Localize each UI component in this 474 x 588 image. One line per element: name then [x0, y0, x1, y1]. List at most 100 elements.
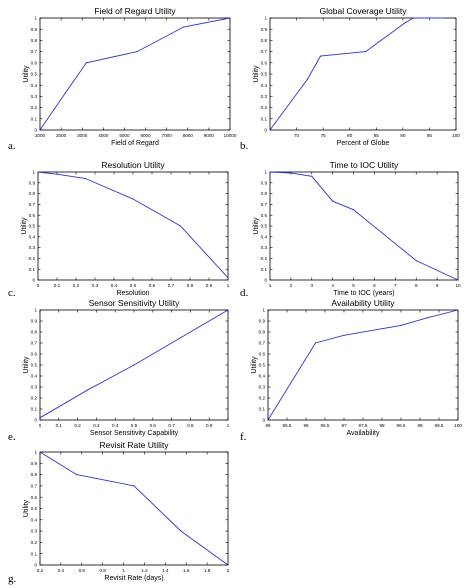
x-tick-label: 0.2	[73, 283, 80, 288]
y-tick-label: 0.7	[31, 49, 38, 54]
data-point	[86, 389, 88, 391]
x-tick-label: 0.2	[74, 423, 81, 428]
x-tick-label: 0.8	[187, 423, 194, 428]
data-point	[365, 51, 367, 53]
y-tick-label: 0.5	[31, 506, 38, 511]
x-tick-label: 5000	[119, 133, 130, 138]
x-tick-label: 10	[455, 283, 461, 288]
y-tick-label: 1	[264, 16, 267, 21]
x-tick-label: 99.5	[435, 423, 444, 428]
y-axis-label: Utility	[253, 65, 260, 83]
x-tick-label: 9000	[204, 133, 215, 138]
y-tick-label: 1	[34, 308, 37, 313]
y-tick-label: 0.3	[31, 529, 38, 534]
x-tick-label: 0.2	[37, 568, 44, 573]
x-tick-label: 97	[341, 423, 347, 428]
y-tick-label: 0.8	[259, 330, 266, 335]
x-tick-label: 100	[452, 133, 460, 138]
data-point	[269, 171, 271, 173]
x-axis-label: Time to IOC (years)	[333, 290, 394, 297]
data-point	[404, 21, 407, 24]
x-axis-label: Percent of Globe	[337, 140, 390, 147]
x-tick-label: 0.6	[149, 283, 156, 288]
x-tick-label: 80	[347, 133, 353, 138]
x-tick-label: 5	[352, 283, 355, 288]
x-tick-label: 99	[417, 423, 423, 428]
y-tick-label: 0.9	[31, 27, 38, 32]
data-point	[314, 342, 317, 344]
x-tick-label: 75	[321, 133, 327, 138]
y-axis-label: Utility	[23, 356, 30, 374]
y-axis-label: Utility	[251, 356, 258, 374]
y-tick-label: 0.1	[259, 407, 266, 412]
x-tick-label: 95	[427, 133, 433, 138]
y-tick-label: 0.6	[261, 60, 268, 65]
x-tick-label: 3	[310, 283, 313, 288]
y-tick-label: 0.2	[259, 396, 266, 401]
y-tick-label: 0.5	[259, 363, 266, 368]
x-tick-label: 95.5	[283, 423, 292, 428]
y-tick-label: 0.6	[31, 352, 38, 357]
y-tick-label: 0.9	[259, 319, 266, 324]
x-tick-label: 0.8	[99, 568, 106, 573]
y-tick-label: 0.7	[261, 49, 268, 54]
x-axis-label: Resolution	[116, 290, 149, 297]
y-tick-label: 0.1	[31, 551, 38, 556]
x-axis-label: Field of Regard	[111, 140, 159, 147]
x-tick-label: 8000	[183, 133, 194, 138]
x-tick-label: 70	[294, 133, 300, 138]
y-tick-label: 0	[34, 128, 37, 133]
data-point	[290, 172, 292, 174]
x-tick-label: 3000	[77, 133, 88, 138]
y-tick-label: 0	[264, 128, 267, 133]
y-axis-label: Utility	[253, 217, 260, 235]
y-tick-label: 0	[264, 278, 267, 283]
data-point	[227, 277, 229, 279]
data-point	[352, 209, 355, 211]
panel-label-b: b.	[240, 140, 249, 152]
x-tick-label: 96	[303, 423, 309, 428]
y-tick-label: 0.8	[31, 330, 38, 335]
data-point	[229, 17, 231, 19]
x-tick-label: 4000	[98, 133, 109, 138]
y-tick-label: 0.6	[31, 60, 38, 65]
data-point	[182, 26, 185, 28]
y-tick-label: 0.1	[31, 407, 38, 412]
y-tick-label: 0.8	[261, 191, 268, 196]
x-tick-label: 1	[269, 283, 272, 288]
y-tick-label: 1	[264, 170, 267, 175]
y-tick-label: 0.6	[31, 495, 38, 500]
y-tick-label: 0.6	[29, 213, 36, 218]
y-tick-label: 0	[262, 418, 265, 423]
y-tick-label: 0.3	[259, 385, 266, 390]
y-tick-label: 0	[34, 418, 37, 423]
y-axis-label: Utility	[23, 499, 30, 517]
y-axis-label: Utility	[21, 217, 28, 235]
data-point	[136, 51, 138, 53]
x-tick-label: 96.5	[321, 423, 330, 428]
panel-label-c: c.	[8, 287, 16, 299]
data-point	[319, 55, 322, 57]
y-tick-label: 0.4	[261, 83, 268, 88]
x-tick-label: 1.2	[141, 568, 148, 573]
x-tick-label: 0	[37, 283, 40, 288]
x-axis-label: Sensor Sensitivity Capability	[90, 430, 179, 437]
y-tick-label: 0.9	[31, 461, 38, 466]
y-tick-label: 0.7	[31, 341, 38, 346]
series-line	[37, 171, 229, 279]
x-tick-label: 85	[374, 133, 380, 138]
x-tick-label: 90	[400, 133, 406, 138]
x-tick-label: 0.1	[56, 423, 63, 428]
data-point	[132, 198, 134, 200]
y-tick-label: 0.2	[29, 256, 36, 261]
x-axis-label: Availability	[347, 430, 380, 437]
x-tick-label: 0.7	[168, 283, 175, 288]
data-point	[415, 259, 417, 262]
x-tick-label: 6000	[140, 133, 151, 138]
x-tick-label: 0.6	[79, 568, 86, 573]
y-tick-label: 0.1	[29, 267, 36, 272]
